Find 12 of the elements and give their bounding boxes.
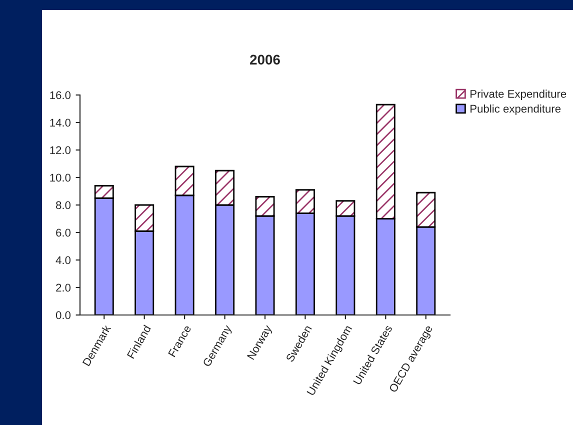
y-tick-label: 4.0	[56, 256, 71, 264]
y-tick-label: 0.0	[56, 311, 71, 320]
legend-label: Private Expenditure	[470, 90, 566, 100]
y-tick-label: 2.0	[56, 284, 71, 292]
y-tick-label: 10.0	[50, 174, 71, 182]
y-tick-label: 8.0	[56, 201, 71, 210]
chart-title: 2006	[250, 54, 280, 65]
y-tick-label: 16.0	[50, 91, 71, 100]
y-tick-label: 12.0	[50, 146, 71, 154]
y-tick-label: 6.0	[56, 228, 71, 237]
y-tick-label: 14.0	[50, 118, 71, 127]
legend-label: Public expenditure	[470, 104, 561, 115]
